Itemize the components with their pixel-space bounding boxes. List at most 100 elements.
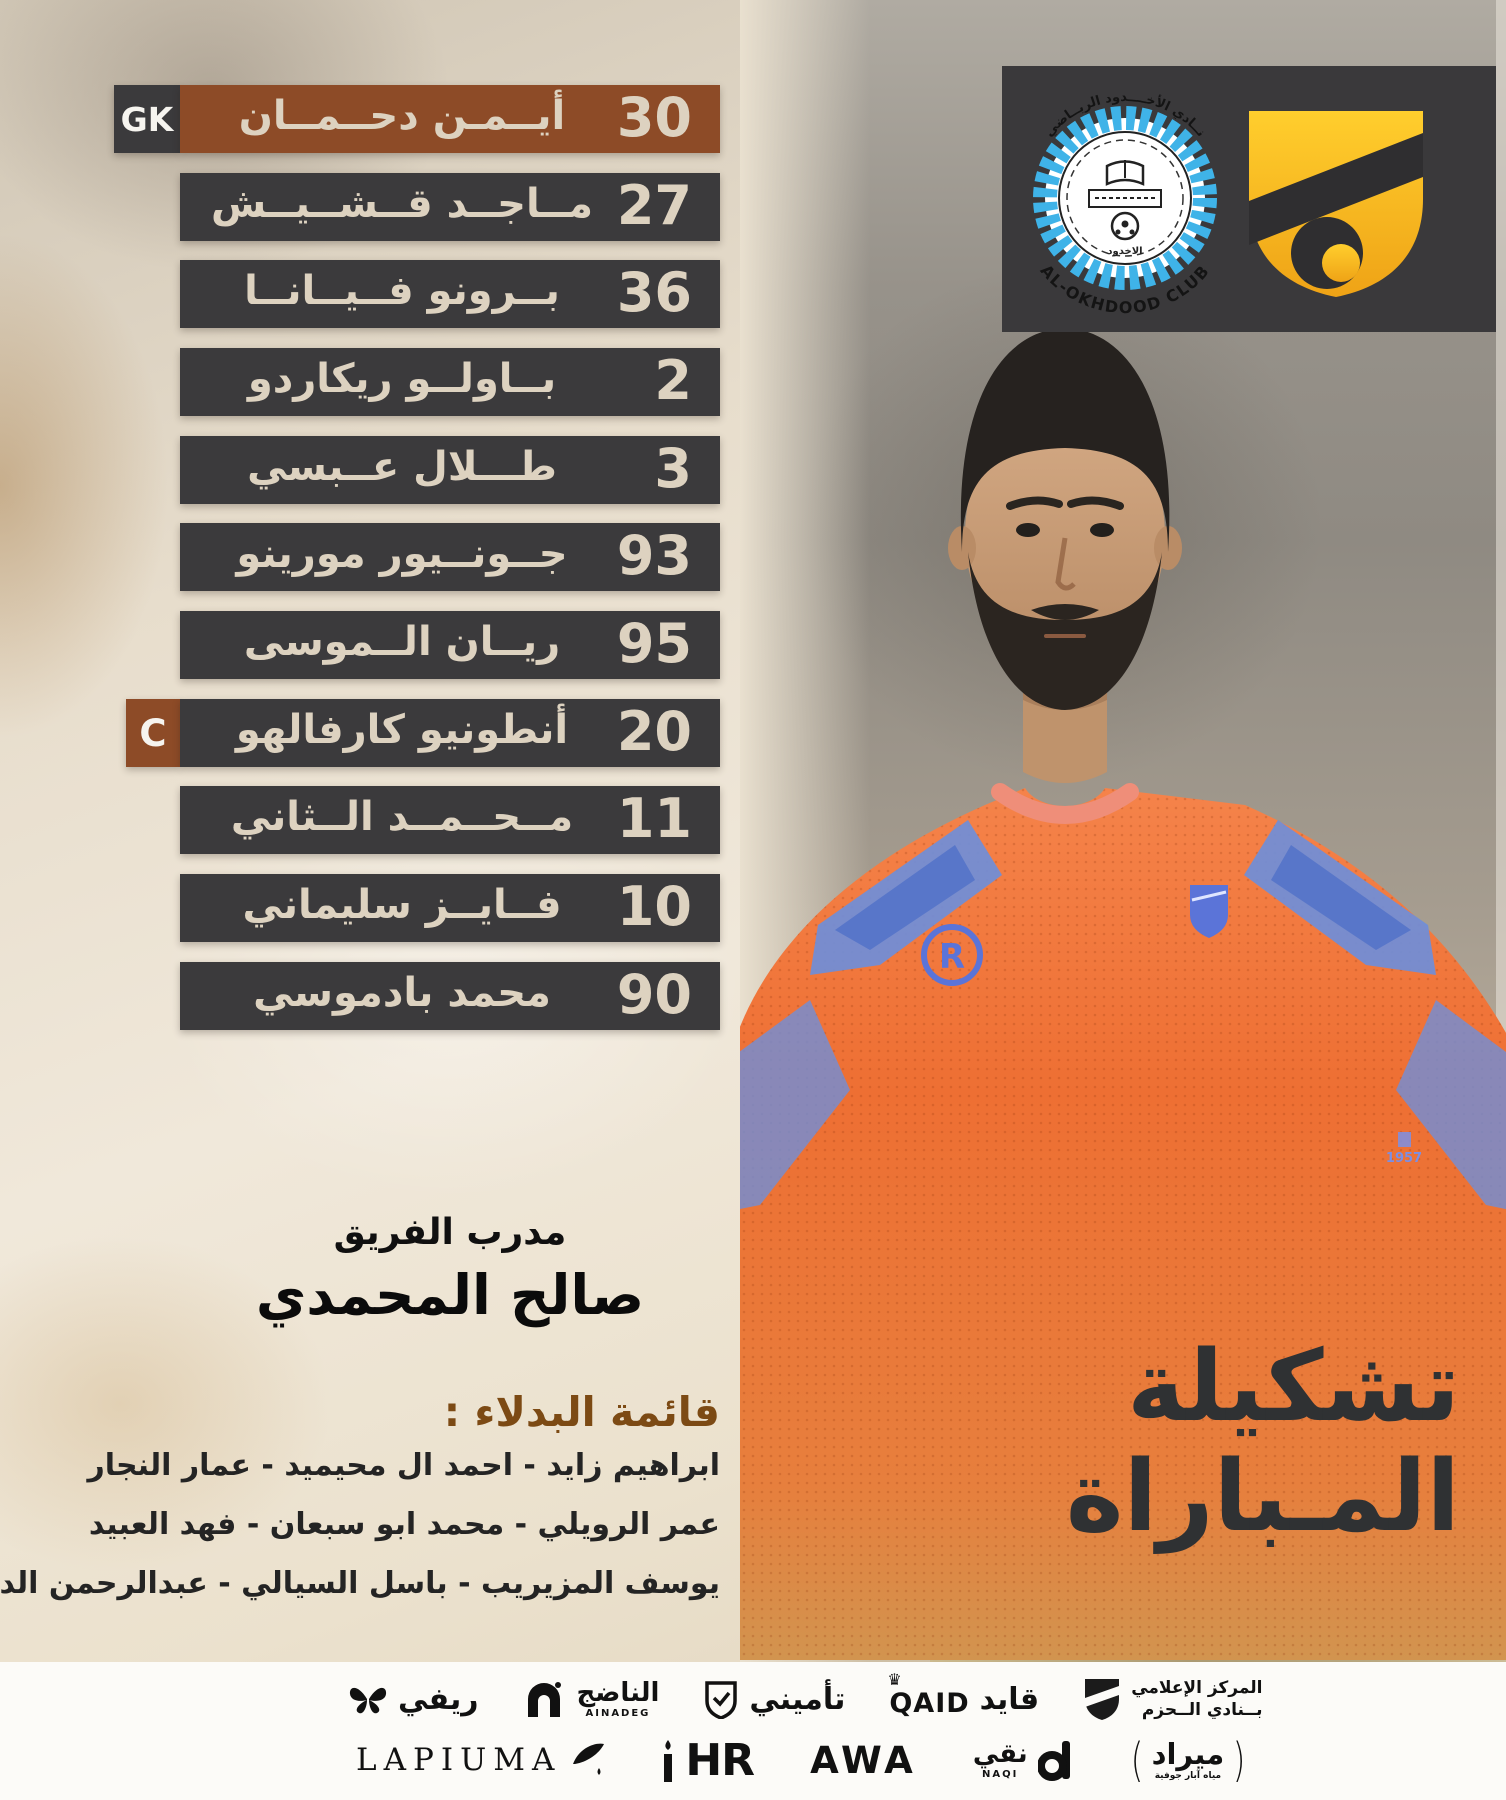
right-edge-strip xyxy=(1496,0,1506,1660)
player-name: بــاولــو ريكاردو xyxy=(247,356,557,402)
sponsor-alnadeg: الناضج AINADEG xyxy=(522,1679,659,1719)
player-bar: جــونــيور مورينو 93 xyxy=(180,523,720,591)
flame-i-icon xyxy=(664,1740,673,1782)
sleeve-patch-right xyxy=(1396,1000,1506,1210)
player-number: 93 xyxy=(616,523,692,587)
player-name: فــايــز سليماني xyxy=(242,882,562,928)
sponsor-lapiuma: LAPIUMA xyxy=(356,1742,605,1778)
substitutes-title: قائمة البدلاء : xyxy=(443,1388,720,1436)
player-bar: ريــان الــموسى 95 xyxy=(180,611,720,679)
sponsor-sublabel: مياه آبار جوفية xyxy=(1154,1770,1222,1781)
sponsor-label: نقي xyxy=(972,1738,1028,1769)
sponsor-latin-text: NAQI xyxy=(982,1768,1019,1780)
roundel-letter: R xyxy=(939,937,965,977)
player-bar: بــاولــو ريكاردو 2 xyxy=(180,348,720,416)
player-name: أيــمـن دحــمــان xyxy=(238,93,566,139)
player-name: بــرونو فــيــانــا xyxy=(244,268,560,314)
sponsor-qaid: ♛ QAID قايد xyxy=(887,1670,1039,1719)
player-row: بــرونو فــيــانــا 36 xyxy=(114,260,720,328)
player-bar: محمد بادموسي 90 xyxy=(180,962,720,1030)
jersey-collar xyxy=(991,783,1139,824)
coach-block: مدرب الفريق صالح المحمدي xyxy=(230,1212,670,1327)
al-okhdood-logo: نــادي الأخــــدود الريــاضي الاخدود AL-… xyxy=(1033,90,1217,317)
player-name: مــاجــد قــشــيــش xyxy=(210,181,594,227)
sponsor-hazem-media-center: المركز الإعلامي بــنادي الــحزم xyxy=(1083,1677,1262,1721)
sleeve-patch-left xyxy=(740,1000,850,1209)
player-name: طـــلال عــبسي xyxy=(247,444,557,490)
brand-roundel xyxy=(921,924,983,986)
player-bar: طـــلال عــبسي 3 xyxy=(180,436,720,504)
crest-year: 1957 xyxy=(1386,1151,1422,1166)
player-bar: فــايــز سليماني 10 xyxy=(180,874,720,942)
substitutes-line: يوسف المزيريب - باسل السيالي - عبدالرحمن… xyxy=(0,1566,720,1601)
player-row: محمد بادموسي 90 xyxy=(114,962,720,1030)
okhdood-inner-text: الاخدود xyxy=(1107,246,1142,257)
poster-title: تشكيلة المـباراة xyxy=(1066,1332,1460,1552)
sponsor-latin: ♛ QAID xyxy=(887,1670,970,1719)
sponsor-label: تأميني xyxy=(749,1681,846,1717)
player-bar: مــاجــد قــشــيــش 27 xyxy=(180,173,720,241)
naqi-glyph-icon xyxy=(1037,1741,1070,1781)
substitutes-line: ابراهيم زايد - احمد ال محيميد - عمار الن… xyxy=(87,1448,720,1483)
player-row: بــاولــو ريكاردو 2 xyxy=(114,348,720,416)
sponsor-label: AWA xyxy=(810,1738,917,1782)
player-row: طـــلال عــبسي 3 xyxy=(114,436,720,504)
sponsor-latin-text: QAID xyxy=(889,1687,970,1719)
sponsor-hr: HR xyxy=(661,1734,755,1786)
arch-n-icon xyxy=(528,1682,562,1717)
poster-title-line2: المـباراة xyxy=(1065,1440,1460,1554)
player-bar: أيــمـن دحــمــان 30 xyxy=(180,85,720,153)
player-row: ريــان الــموسى 95 xyxy=(114,611,720,679)
sponsor-label-line1: المركز الإعلامي xyxy=(1131,1678,1263,1698)
sponsor-sublabel: AINADEG xyxy=(585,1707,651,1719)
player-row: مــاجــد قــشــيــش 27 xyxy=(114,173,720,241)
hair xyxy=(960,328,1170,552)
player-number: 3 xyxy=(654,436,692,500)
clubs-logo-box: نــادي الأخــــدود الريــاضي الاخدود AL-… xyxy=(1002,66,1496,332)
coach-name: صالح المحمدي xyxy=(255,1263,645,1327)
player-bar: أنطونيو كارفالهو 20 xyxy=(180,699,720,767)
sponsors-row-2: LAPIUMA HR AWA نقي NAQI xyxy=(356,1732,1248,1788)
player-photo: R 1957 xyxy=(740,328,1506,1660)
sponsor-label: الناضج xyxy=(576,1677,660,1708)
butterfly-icon xyxy=(349,1687,387,1714)
sponsor-naqi: نقي NAQI xyxy=(973,1739,1072,1781)
player-number: 95 xyxy=(616,611,692,675)
hazem-shield-icon xyxy=(1085,1679,1120,1720)
substitutes-line: عمر الرويلي - محمد ابو سبعان - فهد العبي… xyxy=(88,1507,720,1542)
player-number: 36 xyxy=(616,260,692,324)
feather-icon xyxy=(573,1743,605,1775)
right-arc-icon: ) xyxy=(1232,1733,1246,1787)
shield-check-icon xyxy=(705,1681,738,1719)
player-row: جــونــيور مورينو 93 xyxy=(114,523,720,591)
player-name: مــحــمــد الــثاني xyxy=(230,794,574,840)
poster-title-line1: تشكيلة xyxy=(1127,1330,1460,1444)
player-number: 30 xyxy=(616,85,692,149)
player-name: ريــان الــموسى xyxy=(243,619,561,665)
substitutes-block: قائمة البدلاء : ابراهيم زايد - احمد ال م… xyxy=(0,1388,720,1613)
beard xyxy=(968,552,1162,710)
face xyxy=(965,407,1165,663)
sponsor-mirad: ( ميراد مياه آبار جوفية ) xyxy=(1128,1733,1249,1787)
player-number: 2 xyxy=(654,348,692,412)
coach-title: مدرب الفريق xyxy=(333,1212,567,1253)
eye-right xyxy=(1090,523,1114,537)
player-bar: بــرونو فــيــانــا 36 xyxy=(180,260,720,328)
player-number: 90 xyxy=(616,962,692,1026)
goalkeeper-badge: GK xyxy=(114,85,180,153)
left-arc-icon: ( xyxy=(1130,1733,1143,1787)
player-row: C أنطونيو كارفالهو 20 xyxy=(114,699,720,767)
al-hazem-crest xyxy=(1249,111,1423,297)
player-bar: مــحــمــد الــثاني 11 xyxy=(180,786,720,854)
player-number: 20 xyxy=(616,699,692,763)
sponsor-rifi: ريفي xyxy=(348,1682,478,1717)
player-number: 11 xyxy=(616,786,692,850)
sponsor-label: HR xyxy=(685,1734,755,1786)
player-row: مــحــمــد الــثاني 11 xyxy=(114,786,720,854)
sponsor-label: LAPIUMA xyxy=(356,1742,562,1778)
crown-icon: ♛ xyxy=(887,1669,903,1689)
sponsor-awa: AWA xyxy=(810,1739,917,1782)
eye-left xyxy=(1016,523,1040,537)
sponsor-tameeni: تأميني xyxy=(703,1679,845,1719)
